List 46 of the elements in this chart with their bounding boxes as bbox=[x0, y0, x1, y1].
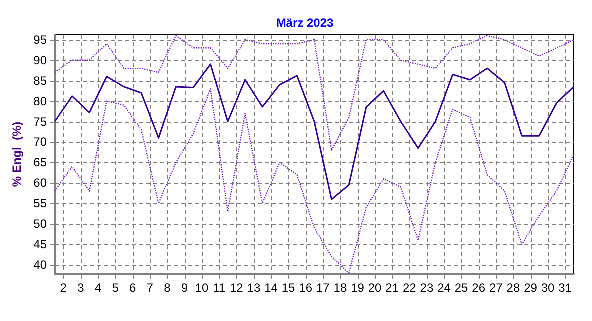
x-tick-label: 9 bbox=[181, 281, 188, 295]
y-tick-label: 40 bbox=[34, 258, 48, 272]
chart-title: März 2023 bbox=[276, 16, 334, 30]
x-tick-label: 23 bbox=[420, 281, 434, 295]
x-tick-label: 14 bbox=[264, 281, 278, 295]
x-tick-label: 11 bbox=[213, 281, 226, 295]
line-series bbox=[54, 35, 575, 152]
x-tick-label: 22 bbox=[402, 281, 417, 295]
y-tick-label: 70 bbox=[34, 135, 48, 150]
x-tick-label: 30 bbox=[541, 281, 556, 295]
x-tick-label: 21 bbox=[386, 281, 400, 295]
x-tick-label: 24 bbox=[438, 281, 452, 295]
x-tick-label: 16 bbox=[299, 281, 313, 295]
x-tick-label: 18 bbox=[334, 281, 348, 295]
y-tick-label: 45 bbox=[34, 238, 48, 252]
x-tick-label: 20 bbox=[368, 281, 382, 295]
x-tick-label: 29 bbox=[524, 281, 538, 295]
x-tick-label: 17 bbox=[316, 281, 330, 295]
x-tick-label: 6 bbox=[130, 281, 137, 295]
y-tick-label: 95 bbox=[34, 32, 48, 47]
x-tick-label: 10 bbox=[195, 281, 210, 295]
x-tick-label: 15 bbox=[282, 281, 296, 295]
line-series bbox=[54, 64, 575, 200]
x-tick-label: 27 bbox=[489, 281, 504, 295]
y-tick-label: 60 bbox=[34, 176, 48, 190]
x-tick-label: 12 bbox=[230, 281, 244, 295]
y-tick-label: 55 bbox=[34, 196, 48, 211]
x-tick-label: 2 bbox=[60, 281, 68, 295]
x-tick-label: 28 bbox=[506, 281, 520, 295]
x-tick-label: 8 bbox=[164, 281, 172, 295]
y-tick-label: 85 bbox=[34, 74, 48, 88]
x-tick-label: 13 bbox=[247, 281, 261, 295]
y-tick-label: 80 bbox=[34, 94, 48, 108]
x-tick-label: 26 bbox=[472, 281, 486, 295]
y-tick-label: 90 bbox=[34, 53, 48, 68]
x-tick-label: 4 bbox=[94, 281, 102, 295]
y-tick-label: 65 bbox=[34, 156, 48, 170]
y-tick-label: 50 bbox=[34, 217, 48, 232]
x-tick-label: 3 bbox=[78, 281, 85, 295]
x-tick-label: 7 bbox=[146, 281, 154, 295]
x-tick-label: 5 bbox=[112, 281, 120, 295]
y-axis-title: % Engl (%) bbox=[10, 122, 24, 188]
x-tick-label: 25 bbox=[454, 281, 469, 295]
x-tick-label: 31 bbox=[558, 281, 572, 295]
x-tick-label: 19 bbox=[351, 281, 365, 295]
y-tick-label: 75 bbox=[34, 114, 48, 129]
